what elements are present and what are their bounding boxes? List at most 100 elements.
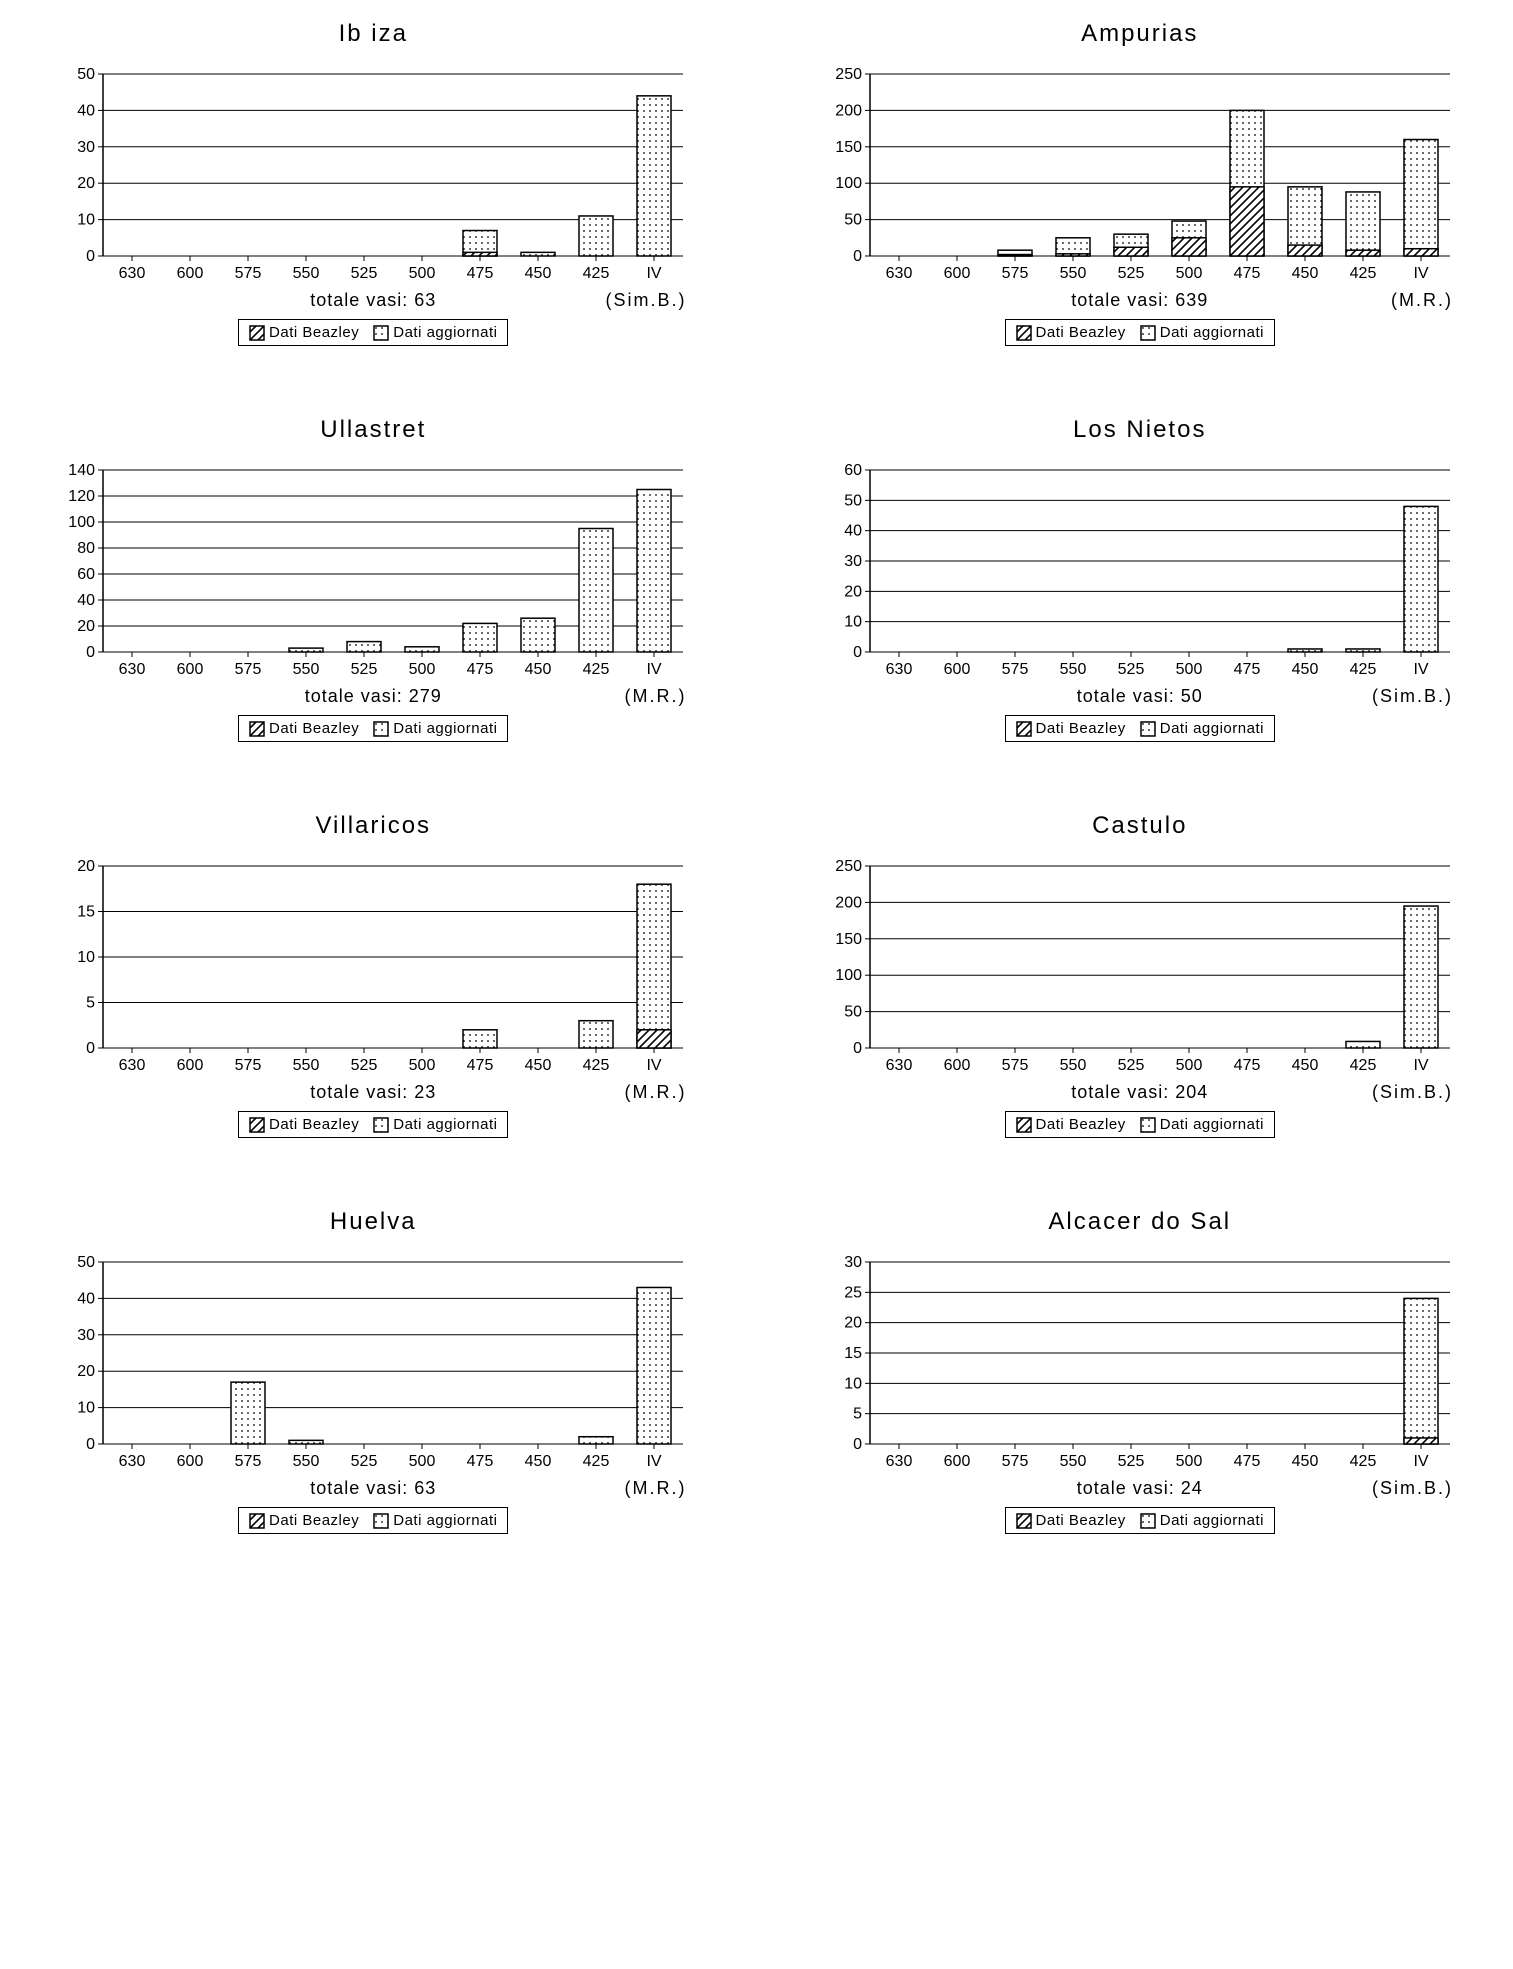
svg-text:575: 575: [235, 265, 262, 282]
chart-body: 01020304050630600575550525500475450425IV…: [20, 1254, 727, 1534]
svg-text:630: 630: [885, 265, 912, 282]
bar-aggiornati: [1404, 506, 1438, 652]
bar-beazley: [1404, 249, 1438, 256]
legend-label-aggiornati: Dati aggiornati: [1160, 1512, 1264, 1529]
svg-text:200: 200: [835, 894, 862, 911]
dots-swatch-icon: [373, 721, 389, 737]
svg-text:550: 550: [293, 661, 320, 678]
dots-swatch-icon: [373, 1513, 389, 1529]
chart-panel: Ullastret0204060801001201406306005755505…: [20, 416, 727, 742]
svg-text:475: 475: [467, 1453, 494, 1470]
svg-text:60: 60: [844, 462, 862, 479]
legend-label-beazley: Dati Beazley: [269, 324, 359, 341]
svg-text:525: 525: [1117, 1453, 1144, 1470]
chart-subtitle-row: totale vasi: 204 (Sim.B.): [787, 1082, 1494, 1103]
chart-subtitle-row: totale vasi: 63(M.R.): [20, 1478, 727, 1499]
bar-aggiornati: [1346, 1041, 1380, 1048]
svg-text:550: 550: [1059, 265, 1086, 282]
svg-text:500: 500: [409, 661, 436, 678]
svg-text:575: 575: [1001, 1057, 1028, 1074]
hatch-swatch-icon: [1016, 1513, 1032, 1529]
bar-aggiornati: [637, 884, 671, 1048]
bar-aggiornati: [579, 216, 613, 256]
chart-legend: Dati BeazleyDati aggiornati: [238, 715, 508, 742]
bar-beazley: [1056, 254, 1090, 256]
svg-text:5: 5: [853, 1406, 862, 1423]
bar-aggiornati: [289, 648, 323, 652]
chart-attribution: (M.R.): [1391, 290, 1453, 311]
chart-attribution: (M.R.): [625, 1478, 687, 1499]
svg-text:600: 600: [177, 265, 204, 282]
svg-text:60: 60: [77, 566, 95, 583]
svg-text:IV: IV: [647, 265, 662, 282]
svg-text:IV: IV: [647, 661, 662, 678]
svg-text:425: 425: [583, 661, 610, 678]
bar-aggiornati: [231, 1382, 265, 1444]
legend-item-beazley: Dati Beazley: [1016, 1116, 1126, 1133]
svg-text:425: 425: [583, 1453, 610, 1470]
legend-label-beazley: Dati Beazley: [1036, 324, 1126, 341]
svg-text:600: 600: [177, 1057, 204, 1074]
svg-text:5: 5: [86, 995, 95, 1012]
legend-label-beazley: Dati Beazley: [1036, 720, 1126, 737]
svg-text:20: 20: [77, 858, 95, 875]
svg-text:425: 425: [1349, 1057, 1376, 1074]
svg-text:10: 10: [77, 212, 95, 229]
chart-legend: Dati BeazleyDati aggiornati: [1005, 319, 1275, 346]
svg-text:550: 550: [1059, 661, 1086, 678]
chart-subtitle: totale vasi: 24: [1077, 1478, 1203, 1499]
hatch-swatch-icon: [1016, 721, 1032, 737]
bar-beazley: [463, 252, 497, 256]
svg-text:500: 500: [409, 1453, 436, 1470]
svg-text:600: 600: [943, 265, 970, 282]
svg-text:525: 525: [351, 1453, 378, 1470]
chart-subtitle: totale vasi: 23: [310, 1082, 436, 1103]
hatch-swatch-icon: [249, 1117, 265, 1133]
svg-text:40: 40: [844, 523, 862, 540]
svg-text:20: 20: [844, 583, 862, 600]
svg-text:500: 500: [1175, 661, 1202, 678]
dots-swatch-icon: [1140, 721, 1156, 737]
svg-text:630: 630: [885, 661, 912, 678]
bar-beazley: [998, 255, 1032, 256]
chart-svg: 0501001502002506306005755505255004754504…: [820, 66, 1460, 286]
bar-beazley: [1230, 187, 1264, 256]
chart-subtitle-row: totale vasi: 24(Sim.B.): [787, 1478, 1494, 1499]
chart-attribution: (Sim.B.): [606, 290, 687, 311]
svg-text:600: 600: [943, 661, 970, 678]
svg-text:30: 30: [77, 139, 95, 156]
chart-title: Villaricos: [315, 812, 431, 840]
legend-item-aggiornati: Dati aggiornati: [373, 720, 497, 737]
legend-item-aggiornati: Dati aggiornati: [1140, 1512, 1264, 1529]
svg-text:20: 20: [77, 1363, 95, 1380]
legend-label-aggiornati: Dati aggiornati: [1160, 720, 1264, 737]
svg-text:525: 525: [1117, 265, 1144, 282]
chart-legend: Dati Beazley Dati aggiornati: [1005, 1507, 1275, 1534]
chart-subtitle: totale vasi: 204: [1071, 1082, 1208, 1103]
legend-label-beazley: Dati Beazley: [1036, 1512, 1126, 1529]
chart-title: Castulo: [1092, 812, 1187, 840]
chart-subtitle: totale vasi: 639: [1071, 290, 1208, 311]
svg-text:250: 250: [835, 858, 862, 875]
svg-text:IV: IV: [1413, 661, 1428, 678]
bar-aggiornati: [289, 1440, 323, 1444]
legend-item-aggiornati: Dati aggiornati: [1140, 1116, 1264, 1133]
svg-text:IV: IV: [1413, 1453, 1428, 1470]
chart-title: Ib iza: [339, 20, 408, 48]
svg-text:600: 600: [177, 661, 204, 678]
svg-text:IV: IV: [1413, 265, 1428, 282]
legend-label-aggiornati: Dati aggiornati: [393, 324, 497, 341]
svg-text:25: 25: [844, 1284, 862, 1301]
svg-text:525: 525: [1117, 661, 1144, 678]
chart-attribution: (Sim.B.): [1372, 1082, 1453, 1103]
bar-beazley: [1288, 245, 1322, 256]
svg-text:550: 550: [293, 1453, 320, 1470]
chart-panel: Huelva0102030405063060057555052550047545…: [20, 1208, 727, 1534]
legend-item-aggiornati: Dati aggiornati: [373, 324, 497, 341]
chart-title: Los Nietos: [1073, 416, 1206, 444]
legend-item-aggiornati: Dati aggiornati: [373, 1512, 497, 1529]
chart-panel: Castulo050100150200250630600575550525500…: [787, 812, 1494, 1138]
chart-grid: Ib iza0102030405063060057555052550047545…: [20, 20, 1493, 1534]
svg-text:500: 500: [409, 1057, 436, 1074]
chart-svg: 01020304050630600575550525500475450425IV: [53, 1254, 693, 1474]
